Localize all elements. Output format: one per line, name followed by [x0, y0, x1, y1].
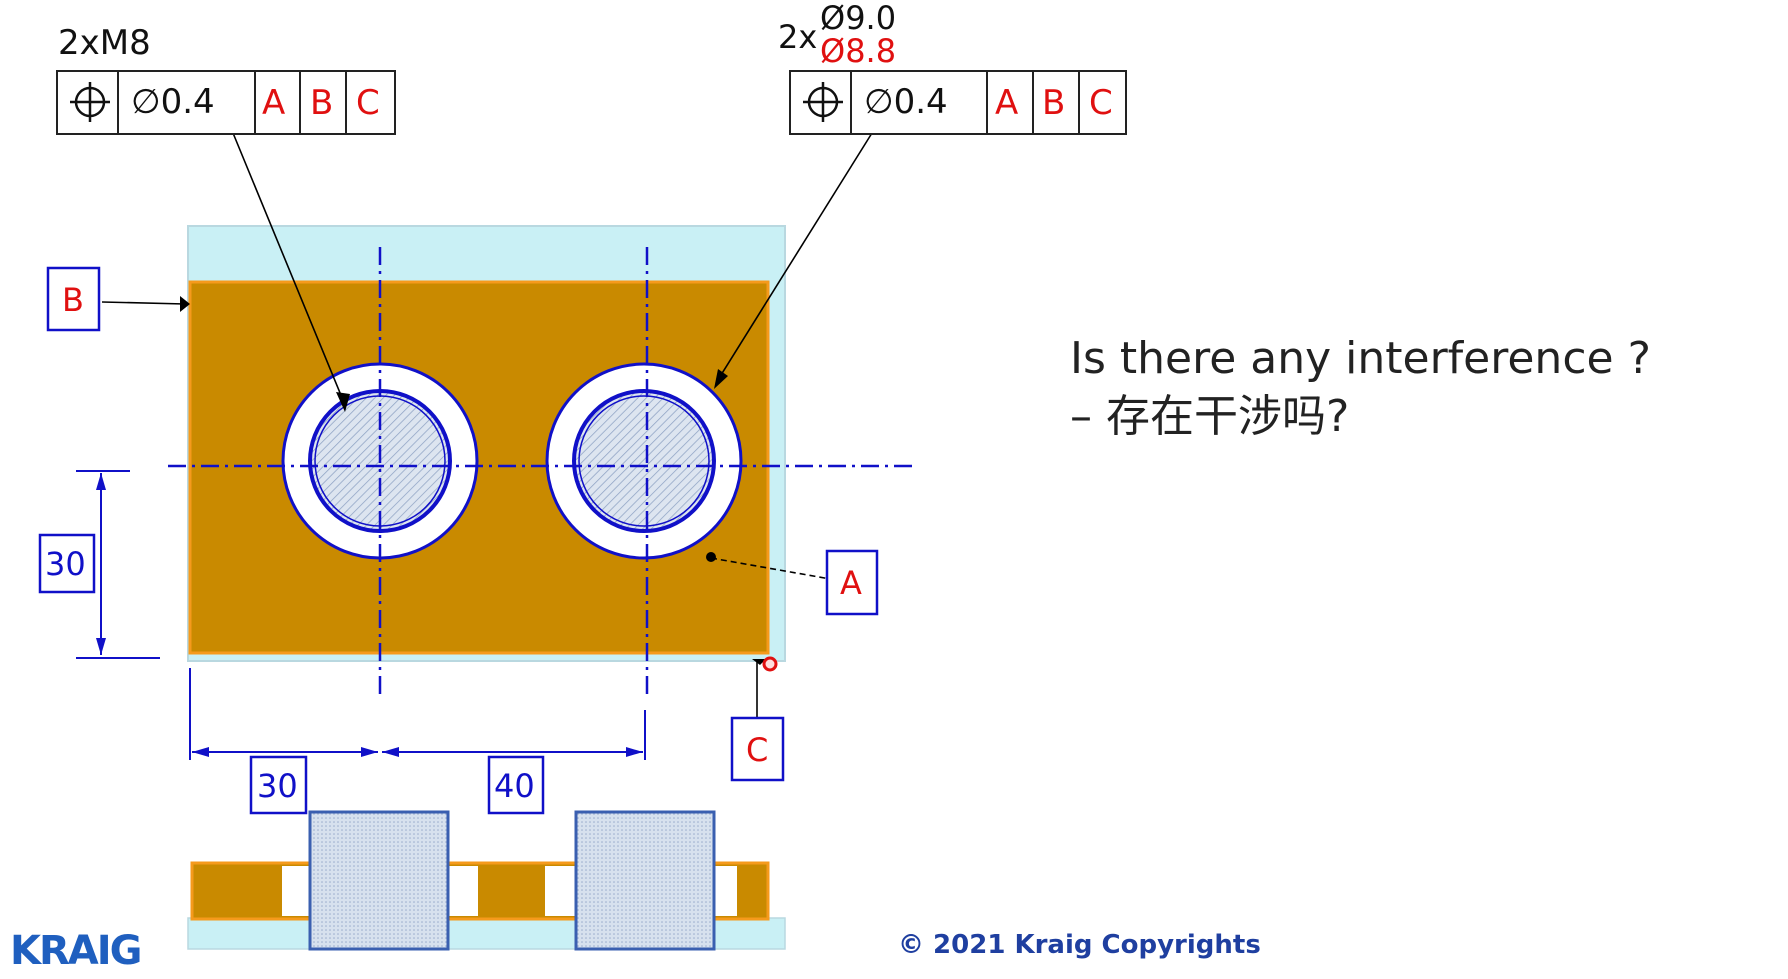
datum-c-label: C [746, 731, 768, 769]
dim-vertical-value: 30 [45, 545, 86, 583]
dim-h-arrow-2a [382, 747, 399, 757]
datum-c-box: C [730, 716, 785, 782]
datum-a-label: A [840, 564, 862, 602]
datum-b-box: B [46, 266, 101, 332]
fcf-left-tolerance: ∅0.4 [131, 82, 215, 122]
position-symbol-icon [70, 82, 110, 122]
section-view [187, 810, 786, 951]
fcf-left-note: 2xM8 [58, 23, 151, 63]
datum-a-box: A [825, 549, 879, 616]
fcf-left-datum-c: C [356, 83, 380, 123]
fcf-left-datum-a: A [262, 83, 285, 123]
dim-h-arrow-1b [361, 747, 378, 757]
fcf-right-dia-bottom: Ø8.8 [820, 32, 896, 70]
leader-arrow-left [336, 392, 350, 412]
dim-horizontal-1-value: 30 [257, 767, 298, 805]
pin-left [308, 810, 450, 951]
cursor-marker [762, 656, 778, 672]
dim-h-arrow-1a [192, 747, 209, 757]
leader-lines [101, 132, 873, 725]
hole-right [545, 362, 743, 560]
dim-vertical [76, 470, 160, 659]
datum-a-dot [706, 552, 716, 562]
question-line-1: Is there any interference ? [1070, 333, 1651, 384]
datum-c-triangle [752, 659, 766, 665]
dim-horizontal-2-value: 40 [494, 767, 535, 805]
datum-b-triangle [180, 296, 190, 312]
question-text: Is there any interference ? – 存在干涉吗? [1070, 330, 1651, 446]
pin-right [574, 810, 716, 951]
fcf-right-datum-b: B [1042, 83, 1065, 123]
kraig-logo: KRAIG [10, 928, 142, 974]
dim-vertical-arrow-bottom [96, 638, 106, 655]
dim-horizontal-1-box: 30 [249, 755, 308, 815]
fcf-right-tolerance: ∅0.4 [864, 82, 948, 122]
fcf-right-datum-a: A [995, 83, 1018, 123]
position-symbol-icon [803, 82, 843, 122]
feature-control-frame-left: 2xM8 ∅0.4 A B C [56, 23, 396, 135]
fcf-left-datum-b: B [310, 83, 333, 123]
feature-control-frame-right: 2x Ø9.0 Ø8.8 ∅0.4 A B C [778, 0, 1127, 135]
dim-vertical-arrow-top [96, 473, 106, 490]
fcf-right-prefix: 2x [778, 18, 817, 56]
datum-b-label: B [62, 281, 84, 319]
leader-arrow-right [714, 369, 728, 389]
copyright-text: © 2021 Kraig Copyrights [898, 930, 1261, 960]
dim-horizontal-2-box: 40 [487, 755, 545, 815]
fcf-right-datum-c: C [1089, 83, 1113, 123]
dim-vertical-box: 30 [38, 533, 96, 594]
fcf-right-dia-top: Ø9.0 [820, 0, 896, 37]
dim-h-arrow-2b [626, 747, 643, 757]
center-lines [168, 247, 912, 700]
question-line-2: – 存在干涉吗? [1070, 391, 1350, 442]
dim-horizontal [189, 668, 646, 760]
